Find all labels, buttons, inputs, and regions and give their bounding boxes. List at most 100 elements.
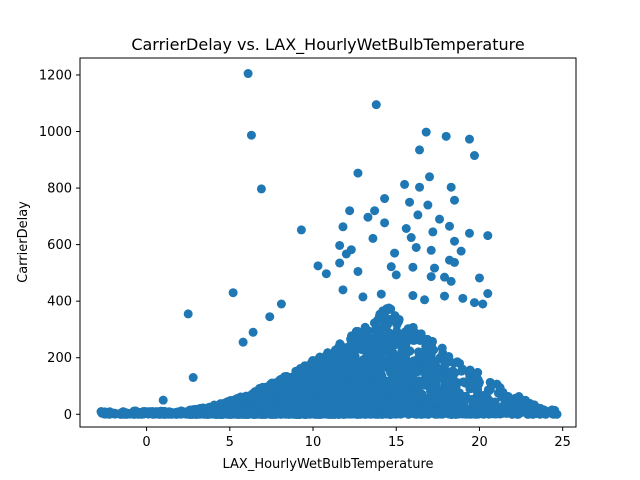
scatter-point	[346, 339, 356, 349]
x-tick-label: 20	[471, 435, 488, 450]
x-tick-label: 10	[305, 435, 322, 450]
scatter-point	[485, 377, 495, 387]
scatter-point	[376, 289, 386, 299]
x-axis: 0 5 10 15 20 25	[142, 427, 571, 450]
scatter-point	[441, 377, 451, 387]
scatter-point	[401, 224, 411, 233]
scatter-point	[407, 324, 417, 334]
scatter-point	[473, 368, 483, 378]
scatter-point	[360, 325, 370, 335]
scatter-point	[424, 340, 434, 350]
scatter-point	[465, 365, 475, 375]
scatter-point	[419, 380, 429, 390]
y-axis: 0 200 400 600 800 1000 1200	[39, 68, 80, 423]
scatter-point	[408, 335, 418, 345]
scatter-point	[425, 172, 435, 182]
scatter-point	[158, 395, 168, 405]
scatter-point	[333, 366, 343, 376]
scatter-point	[440, 359, 450, 369]
scatter-point	[363, 336, 373, 346]
scatter-point	[496, 385, 506, 395]
scatter-point	[470, 409, 480, 419]
scatter-point	[440, 387, 450, 397]
scatter-point	[364, 389, 374, 399]
scatter-point	[238, 337, 248, 347]
scatter-point	[380, 194, 390, 204]
scatter-point	[457, 366, 467, 376]
scatter-point	[464, 134, 474, 144]
x-tick-label: 5	[226, 435, 234, 450]
scatter-point	[233, 409, 243, 419]
scatter-point	[390, 248, 400, 258]
scatter-point	[483, 289, 493, 299]
scatter-point	[297, 368, 307, 378]
y-tick-label: 800	[47, 182, 72, 197]
scatter-point	[413, 210, 423, 220]
scatter-point	[187, 409, 197, 419]
scatter-point	[279, 388, 289, 398]
scatter-point	[266, 387, 276, 397]
scatter-point	[243, 69, 253, 79]
scatter-point	[458, 293, 468, 303]
scatter-point	[221, 409, 231, 419]
scatter-point	[402, 358, 412, 368]
scatter-point	[371, 323, 381, 333]
scatter-point	[419, 361, 429, 371]
scatter-point	[248, 407, 258, 417]
scatter-point	[477, 409, 487, 419]
x-tick-label: 15	[388, 435, 405, 450]
scatter-point	[431, 406, 441, 416]
scatter-point	[296, 225, 306, 235]
scatter-point	[321, 269, 331, 279]
scatter-point	[386, 262, 396, 272]
plot-frame	[79, 57, 577, 428]
scatter-point	[489, 402, 499, 412]
scatter-point	[368, 233, 378, 243]
scatter-point	[188, 373, 198, 383]
scatter-point	[326, 409, 336, 419]
scatter-point	[347, 397, 357, 407]
scatter-point	[353, 266, 363, 276]
scatter-point	[292, 385, 302, 395]
scatter-point	[514, 392, 524, 402]
scatter-point	[511, 405, 521, 415]
scatter-point	[140, 407, 150, 417]
scatter-point	[438, 394, 448, 404]
scatter-point	[301, 394, 311, 404]
scatter-point	[430, 263, 440, 273]
scatter-point	[388, 376, 398, 386]
scatter-point	[377, 392, 387, 402]
scatter-point	[444, 352, 454, 362]
scatter-point	[465, 384, 475, 394]
scatter-point	[266, 396, 276, 406]
scatter-point	[483, 231, 493, 241]
scatter-point	[302, 381, 312, 391]
scatter-point	[265, 312, 275, 322]
scatter-point	[335, 240, 345, 250]
scatter-point	[223, 400, 233, 410]
scatter-point	[357, 367, 367, 377]
scatter-point	[421, 127, 431, 137]
scatter-point	[323, 350, 333, 360]
y-tick-label: 600	[47, 238, 72, 253]
scatter-point	[408, 291, 418, 301]
scatter-point	[426, 245, 436, 255]
scatter-point	[376, 341, 386, 351]
scatter-point	[155, 409, 165, 419]
scatter-point	[501, 391, 511, 401]
scatter-point	[376, 352, 386, 362]
scatter-point	[547, 407, 557, 417]
scatter-point	[286, 378, 296, 388]
scatter-point	[333, 388, 343, 398]
scatter-point	[398, 402, 408, 412]
scatter-point	[418, 347, 428, 357]
scatter-point	[450, 257, 459, 267]
scatter-point	[391, 270, 401, 280]
scatter-point	[430, 396, 440, 406]
scatter-point	[425, 366, 435, 376]
scatter-point	[262, 407, 272, 417]
scatter-point	[315, 406, 325, 416]
scatter-point	[310, 398, 320, 408]
scatter-point	[458, 377, 468, 387]
scatter-point	[288, 409, 298, 419]
